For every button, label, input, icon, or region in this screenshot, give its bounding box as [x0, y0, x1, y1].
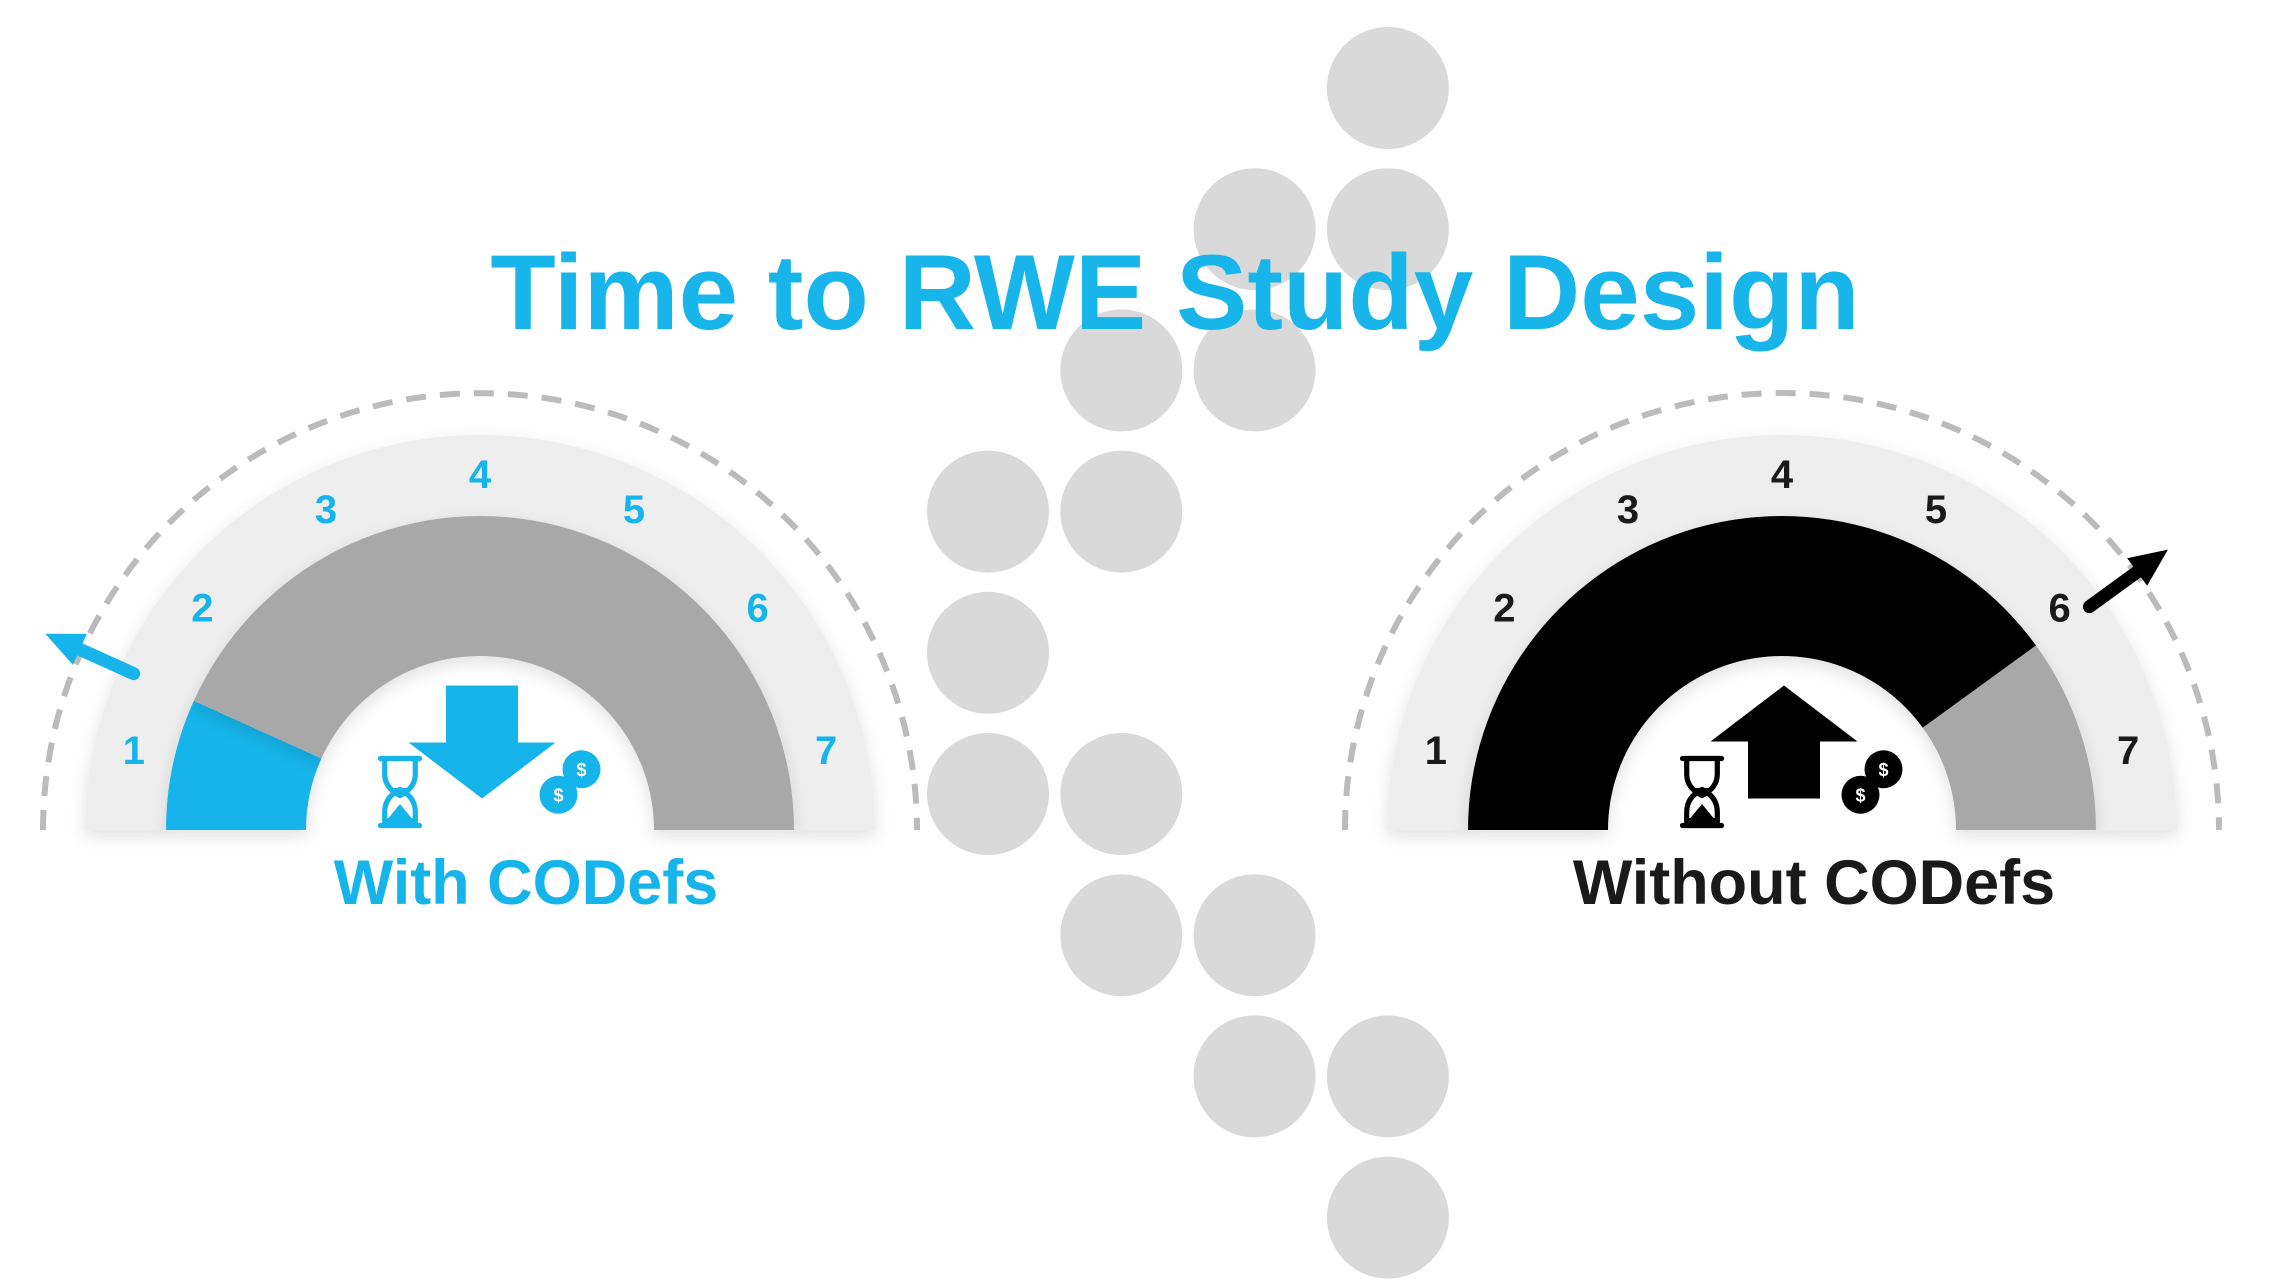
svg-text:2: 2: [1493, 587, 1515, 631]
svg-text:3: 3: [1617, 488, 1639, 532]
svg-text:4: 4: [469, 453, 492, 497]
svg-text:2: 2: [191, 587, 213, 631]
svg-text:5: 5: [1925, 488, 1947, 532]
svg-text:$: $: [553, 786, 563, 806]
svg-text:7: 7: [815, 729, 837, 773]
svg-text:3: 3: [315, 488, 337, 532]
svg-text:Without CODefs: Without CODefs: [1573, 848, 2055, 918]
svg-text:1: 1: [1425, 729, 1447, 773]
svg-text:5: 5: [623, 488, 645, 532]
svg-text:6: 6: [2048, 587, 2070, 631]
svg-text:4: 4: [1771, 453, 1794, 497]
svg-text:With CODefs: With CODefs: [334, 848, 718, 918]
svg-text:Time to RWE Study Design: Time to RWE Study Design: [490, 232, 1859, 352]
svg-text:7: 7: [2117, 729, 2139, 773]
svg-text:6: 6: [746, 587, 768, 631]
svg-text:$: $: [576, 760, 586, 780]
svg-text:$: $: [1878, 760, 1888, 780]
svg-text:$: $: [1855, 786, 1865, 806]
svg-text:1: 1: [123, 729, 145, 773]
